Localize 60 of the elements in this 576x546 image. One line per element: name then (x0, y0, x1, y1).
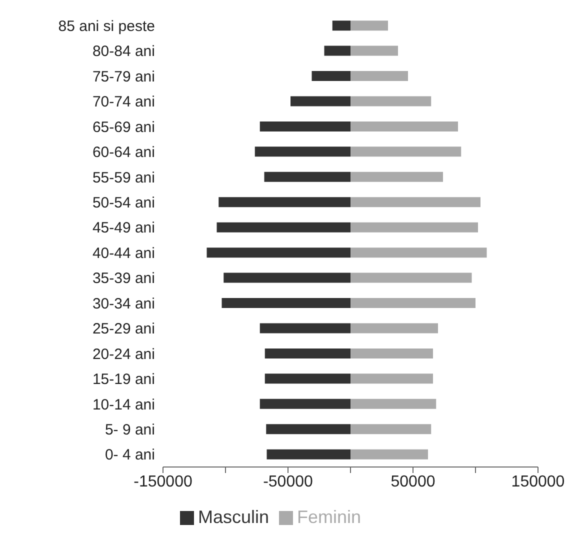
bar (222, 298, 350, 308)
bar (350, 172, 443, 182)
x-tick-label: -50000 (263, 473, 314, 490)
y-tick-label: 60-64 ani (92, 144, 155, 162)
bar (350, 197, 480, 208)
y-tick-label: 20-24 ani (92, 346, 155, 363)
y-tick-label: 75-79 ani (92, 68, 155, 86)
bar (350, 272, 472, 283)
y-tick-label: 70-74 ani (92, 94, 155, 111)
bar (264, 374, 350, 384)
bar (350, 46, 398, 56)
bar (266, 424, 350, 434)
y-tick-label: 65-69 ani (92, 118, 155, 136)
bar (264, 348, 350, 358)
y-tick-label: 85 ani si peste (58, 18, 155, 35)
bar (266, 449, 350, 460)
bar (350, 96, 432, 106)
bar (290, 96, 350, 106)
bar (206, 248, 350, 258)
x-tick-label: 50000 (390, 473, 436, 490)
y-tick-label: 0- 4 ani (104, 446, 155, 464)
y-tick-label: 35-39 ani (92, 270, 155, 288)
y-tick-label: 55-59 ani (92, 169, 155, 186)
legend-label: Feminin (297, 507, 362, 527)
bar (260, 323, 350, 334)
y-tick-label: 40-44 ani (92, 244, 155, 262)
bar (218, 197, 350, 208)
bar (216, 222, 350, 232)
bar (350, 20, 388, 31)
bar (350, 398, 436, 409)
bar (264, 172, 350, 182)
bar (350, 424, 432, 434)
bar (260, 121, 350, 132)
bar (332, 20, 350, 31)
y-tick-label: 30-34 ani (92, 295, 155, 312)
bar (350, 146, 462, 157)
bar (224, 272, 350, 283)
x-tick-label: -150000 (134, 473, 192, 490)
bar (350, 348, 433, 358)
bar (350, 298, 476, 308)
bar (324, 46, 350, 56)
bar (350, 374, 433, 384)
bar (350, 222, 478, 232)
bar (350, 323, 438, 334)
y-tick-label: 45-49 ani (92, 220, 155, 237)
y-tick-label: 15-19 ani (92, 371, 155, 388)
bar (254, 146, 350, 157)
y-tick-label: 50-54 ani (92, 194, 155, 212)
bar (350, 248, 487, 258)
y-tick-label: 25-29 ani (92, 320, 155, 338)
y-tick-label: 80-84 ani (92, 43, 155, 60)
bar (350, 449, 428, 460)
y-tick-label: 5- 9 ani (104, 421, 155, 438)
bar (350, 121, 458, 132)
legend-label: Masculin (198, 507, 269, 527)
bar (312, 71, 350, 82)
bar (350, 71, 408, 82)
x-tick-label: 150000 (511, 473, 565, 490)
bar (260, 398, 350, 409)
y-tick-label: 10-14 ani (92, 396, 155, 414)
